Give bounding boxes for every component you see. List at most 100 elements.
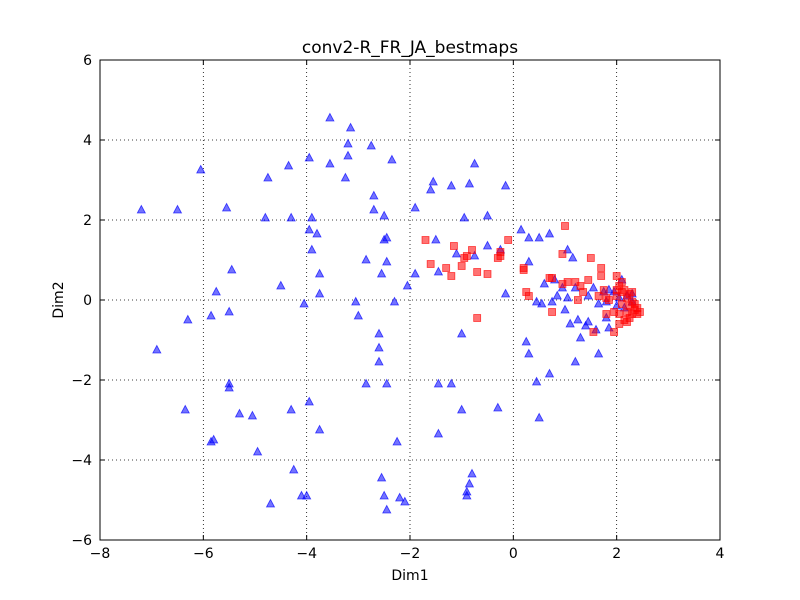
- data-points: [136, 112, 644, 514]
- x-tick-label: −2: [400, 546, 421, 562]
- triangle-point: [263, 172, 273, 182]
- triangle-point: [537, 298, 547, 308]
- square-point: [602, 310, 611, 318]
- triangle-point: [276, 280, 286, 290]
- triangle-point: [304, 224, 314, 234]
- square-point: [571, 278, 580, 286]
- triangle-point: [374, 342, 384, 352]
- triangle-point: [446, 180, 457, 190]
- square-point: [617, 278, 626, 286]
- triangle-point: [500, 180, 511, 190]
- square-point: [473, 268, 482, 276]
- triangle-point: [560, 304, 570, 314]
- square-point: [447, 272, 456, 280]
- triangle-point: [562, 292, 573, 302]
- triangle-point: [196, 164, 206, 174]
- square-point: [574, 296, 582, 304]
- square-point: [468, 246, 476, 254]
- triangle-point: [307, 212, 317, 222]
- y-tick-label: −2: [71, 373, 92, 389]
- triangle-point: [361, 378, 371, 388]
- square-point: [620, 286, 629, 294]
- triangle-point: [382, 378, 392, 388]
- square-point: [594, 292, 603, 300]
- triangle-point: [410, 268, 420, 278]
- triangle-point: [224, 306, 234, 316]
- triangle-point: [252, 446, 263, 456]
- triangle-point: [547, 296, 557, 306]
- triangle-point: [534, 412, 544, 422]
- y-tick-label: −6: [71, 533, 92, 549]
- y-tick-label: 6: [83, 53, 92, 69]
- triangle-point: [516, 224, 526, 234]
- triangle-point: [568, 252, 578, 262]
- triangle-point: [325, 112, 335, 122]
- square-point: [628, 288, 637, 296]
- triangle-point: [301, 490, 312, 500]
- triangle-point: [456, 328, 467, 338]
- triangle-point: [314, 268, 325, 278]
- x-tick-label: −8: [90, 546, 111, 562]
- square-point: [426, 260, 435, 268]
- square-point: [483, 270, 492, 278]
- square-point: [615, 310, 624, 318]
- chart-title: conv2-R_FR_JA_bestmaps: [302, 38, 518, 58]
- triangle-point: [394, 492, 405, 502]
- triangle-point: [379, 490, 389, 500]
- square-point: [462, 252, 471, 260]
- triangle-point: [351, 296, 361, 306]
- square-point: [421, 236, 430, 244]
- triangle-point: [325, 158, 335, 168]
- triangle-point: [588, 282, 599, 292]
- triangle-point: [573, 314, 583, 324]
- triangle-point: [376, 472, 387, 482]
- square-point: [584, 276, 593, 284]
- triangle-point: [593, 348, 604, 358]
- triangle-point: [379, 210, 389, 220]
- square-point: [504, 236, 513, 244]
- triangle-point: [467, 468, 477, 478]
- triangle-point: [247, 410, 258, 420]
- triangle-point: [539, 278, 549, 288]
- triangle-point: [224, 382, 234, 392]
- square-point: [442, 264, 451, 272]
- triangle-point: [211, 286, 221, 296]
- square-point: [450, 242, 458, 250]
- square-point: [496, 248, 505, 256]
- triangle-point: [446, 378, 457, 388]
- y-axis-label: Dim2: [51, 281, 67, 318]
- triangle-point: [521, 336, 531, 346]
- triangle-point: [570, 356, 580, 366]
- triangle-point: [459, 212, 469, 222]
- triangle-point: [482, 240, 493, 250]
- square-point: [586, 254, 595, 262]
- triangle-point: [382, 256, 392, 266]
- triangle-point: [382, 504, 392, 514]
- triangle-point: [469, 158, 480, 168]
- triangle-point: [314, 424, 325, 434]
- square-point: [548, 308, 556, 316]
- triangle-point: [500, 288, 511, 298]
- triangle-point: [286, 212, 296, 222]
- square-point: [563, 278, 572, 286]
- triangle-point: [343, 150, 353, 160]
- square-point: [548, 274, 556, 282]
- x-tick-label: −6: [193, 546, 214, 562]
- triangle-point: [544, 368, 555, 378]
- triangle-point: [534, 232, 544, 242]
- triangle-point: [307, 244, 317, 254]
- square-point: [558, 250, 567, 258]
- triangle-point: [369, 204, 379, 214]
- triangle-point: [410, 202, 420, 212]
- triangle-point: [382, 232, 392, 242]
- y-tick-label: 2: [83, 213, 92, 229]
- triangle-point: [565, 318, 575, 328]
- triangle-point: [374, 328, 384, 338]
- square-point: [630, 300, 639, 308]
- triangle-point: [387, 154, 397, 164]
- triangle-point: [172, 204, 183, 214]
- triangle-point: [343, 138, 353, 148]
- triangle-point: [593, 298, 604, 308]
- triangle-point: [376, 268, 387, 278]
